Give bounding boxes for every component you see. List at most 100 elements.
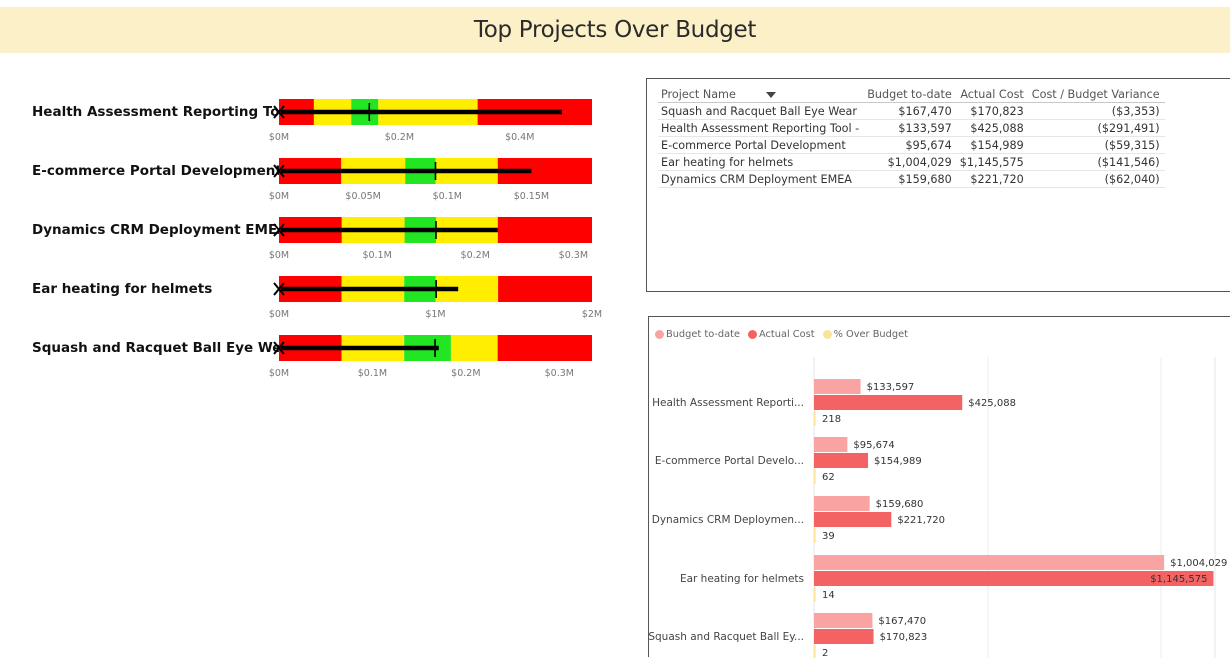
table-row[interactable]: Squash and Racquet Ball Eye Wear $167,470… xyxy=(658,102,1165,120)
bullet-start-marker xyxy=(273,341,285,355)
projects-table-panel: Project Name Budget to-date Actual Cost … xyxy=(646,78,1230,292)
bullet-row: Ear heating for helmets $0M $1M $2M xyxy=(0,276,620,336)
chart-legend: Budget to-date Actual Cost % Over Budget xyxy=(655,329,908,340)
category-label: Ear heating for helmets xyxy=(680,573,804,585)
bullet-band xyxy=(450,335,498,361)
bullet-chart: $0M $0.1M $0.2M $0.3M xyxy=(269,335,592,379)
legend-item-budget[interactable]: Budget to-date xyxy=(655,329,740,340)
data-label-pct-over: 39 xyxy=(822,531,835,542)
bullet-chart: $0M $0.1M $0.2M $0.3M xyxy=(269,217,592,261)
bar-budget[interactable] xyxy=(814,437,848,452)
bar-pct-over[interactable] xyxy=(814,645,816,658)
cell-project-name: Dynamics CRM Deployment EMEA xyxy=(658,170,865,188)
data-label-actual: $221,720 xyxy=(897,515,945,526)
bullet-tick-label: $0M xyxy=(269,368,289,379)
bar-actual[interactable] xyxy=(814,571,1214,586)
bar-actual[interactable] xyxy=(814,512,892,527)
bullet-row: Health Assessment Reporting Tool $0M $0.2M… xyxy=(0,99,620,159)
bullet-tick-label: $0.2M xyxy=(451,368,480,379)
bar-actual[interactable] xyxy=(814,395,963,410)
bullet-tick-label: $2M xyxy=(582,309,602,320)
category-label: Health Assessment Reporti... xyxy=(652,397,804,409)
title-banner: Top Projects Over Budget xyxy=(0,7,1230,53)
cell-variance: ($3,353) xyxy=(1028,102,1165,120)
bullet-label: Health Assessment Reporting Tool xyxy=(32,104,294,120)
cell-budget: $1,004,029 xyxy=(864,153,957,171)
bullet-row: Dynamics CRM Deployment EMEA $0M $0.1M $0.2… xyxy=(0,217,620,277)
bar-budget[interactable] xyxy=(814,496,870,511)
bullet-band xyxy=(497,217,592,243)
bullet-tick-label: $0M xyxy=(269,309,289,320)
cell-actual: $154,989 xyxy=(956,136,1029,154)
combo-chart-svg: Health Assessment Reporti... $133,597 $425… xyxy=(649,357,1227,658)
column-header-budget[interactable]: Budget to-date xyxy=(864,87,957,103)
cell-variance: ($59,315) xyxy=(1028,136,1165,154)
bar-pct-over[interactable] xyxy=(814,528,816,543)
bullet-row: E-commerce Portal Development $0M $0.05M $0… xyxy=(0,158,620,218)
bullet-label: Ear heating for helmets xyxy=(32,281,213,297)
cell-variance: ($141,546) xyxy=(1028,153,1165,171)
cell-project-name: Ear heating for helmets xyxy=(658,153,865,171)
bullet-label: Dynamics CRM Deployment EMEA xyxy=(32,222,288,238)
bullet-start-marker xyxy=(273,282,285,296)
bar-pct-over[interactable] xyxy=(814,411,816,426)
bullet-tick-label: $0.15M xyxy=(514,191,549,202)
bullet-tick-label: $0.1M xyxy=(358,368,387,379)
bullet-tick-label: $1M xyxy=(425,309,445,320)
data-label-pct-over: 2 xyxy=(822,648,828,658)
cell-variance: ($291,491) xyxy=(1028,119,1165,137)
bullet-label: Squash and Racquet Ball Eye Wear xyxy=(32,340,298,356)
bullet-tick-label: $0M xyxy=(269,132,289,143)
bullet-tick-label: $0.05M xyxy=(345,191,380,202)
bar-budget[interactable] xyxy=(814,613,873,628)
bar-budget[interactable] xyxy=(814,555,1165,570)
column-header-variance[interactable]: Cost / Budget Variance xyxy=(1028,87,1165,103)
legend-label-pct-over: % Over Budget xyxy=(833,329,908,340)
table-row[interactable]: Dynamics CRM Deployment EMEA $159,680 $221… xyxy=(658,170,1165,188)
cell-budget: $95,674 xyxy=(864,136,957,154)
bullet-tick-label: $0M xyxy=(269,250,289,261)
bullet-tick-label: $0.3M xyxy=(559,250,588,261)
data-label-budget: $95,674 xyxy=(853,440,894,451)
table-row[interactable]: E-commerce Portal Development $95,674 $154… xyxy=(658,136,1165,154)
data-label-actual: $170,823 xyxy=(880,632,928,643)
bullet-label: E-commerce Portal Development xyxy=(32,163,282,179)
page-title: Top Projects Over Budget xyxy=(473,17,757,43)
bar-pct-over[interactable] xyxy=(814,587,816,602)
legend-dot-pct-over xyxy=(822,330,832,339)
cell-actual: $170,823 xyxy=(956,102,1029,120)
cell-actual: $425,088 xyxy=(956,119,1029,137)
bullet-start-marker xyxy=(273,223,285,237)
legend-dot-budget xyxy=(655,330,664,339)
bullet-tick-label: $0.3M xyxy=(545,368,574,379)
table-row[interactable]: Ear heating for helmets $1,004,029 $1,145,… xyxy=(658,153,1165,171)
bullet-tick-label: $0.1M xyxy=(362,250,391,261)
cell-project-name: E-commerce Portal Development xyxy=(658,136,865,154)
bullet-band xyxy=(497,335,592,361)
bullet-chart: $0M $0.05M $0.1M $0.15M xyxy=(269,158,592,202)
bar-actual[interactable] xyxy=(814,629,874,644)
sort-desc-icon[interactable] xyxy=(765,92,776,98)
bar-actual[interactable] xyxy=(814,453,869,468)
category-label: E-commerce Portal Develo... xyxy=(655,455,804,467)
bullet-band xyxy=(498,276,592,302)
data-label-budget: $167,470 xyxy=(878,616,926,627)
bar-budget[interactable] xyxy=(814,379,861,394)
table-header-row: Project Name Budget to-date Actual Cost … xyxy=(658,87,1165,103)
bullet-tick-label: $0.1M xyxy=(433,191,462,202)
bullet-row: Squash and Racquet Ball Eye Wear $0M $0.1M… xyxy=(0,335,620,395)
data-label-pct-over: 14 xyxy=(822,590,835,601)
cell-project-name: Squash and Racquet Ball Eye Wear xyxy=(658,102,865,120)
column-header-actual[interactable]: Actual Cost xyxy=(956,87,1029,103)
data-label-pct-over: 62 xyxy=(822,472,835,483)
legend-item-pct-over[interactable]: % Over Budget xyxy=(822,329,908,340)
bar-pct-over[interactable] xyxy=(814,469,816,484)
data-label-actual: $1,145,575 xyxy=(1150,574,1207,585)
legend-item-actual[interactable]: Actual Cost xyxy=(748,329,815,340)
bullet-start-marker xyxy=(273,105,285,119)
projects-table: Project Name Budget to-date Actual Cost … xyxy=(658,87,1165,188)
cell-budget: $159,680 xyxy=(864,170,957,188)
column-header-project-name[interactable]: Project Name xyxy=(658,87,865,103)
table-row[interactable]: Health Assessment Reporting Tool - $133,5… xyxy=(658,119,1165,137)
cell-budget: $167,470 xyxy=(864,102,957,120)
